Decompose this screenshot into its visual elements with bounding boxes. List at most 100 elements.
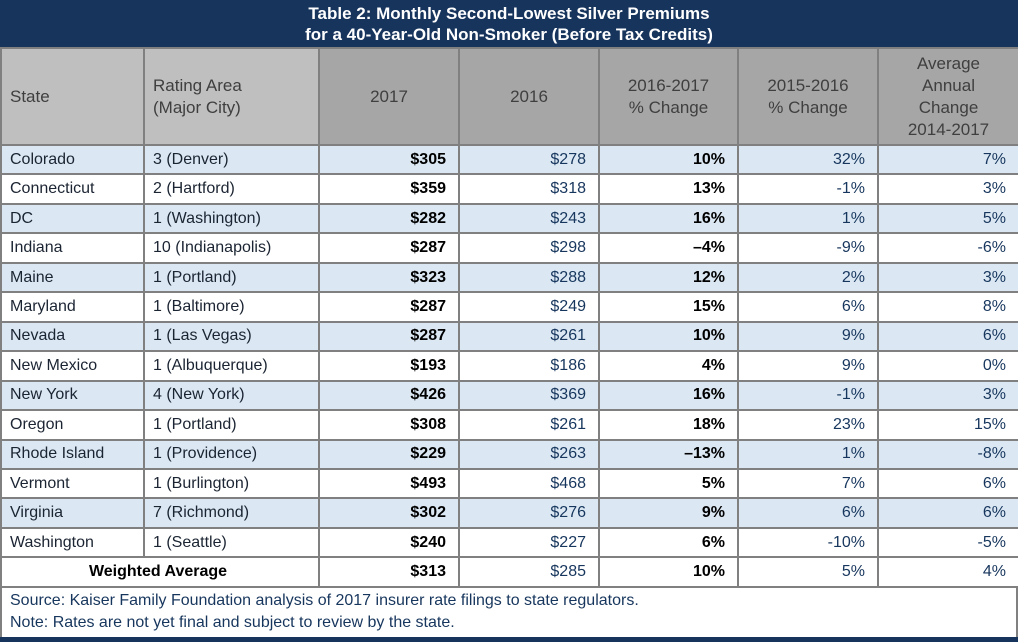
premium-2017-cell: $287 [318,320,460,353]
rates-note: Note: Rates are not yet final and subjec… [10,614,455,631]
table-row-maine: Maine 1 (Portland) $323 $288 12% 2% 3% [0,261,1018,294]
column-header-2016: 2016 [458,47,600,146]
column-header-change-2015-2016: 2015-2016 % Change [737,47,879,146]
rating-area-cell: 1 (Providence) [143,438,320,470]
rating-area-cell: 1 (Burlington) [143,467,320,500]
premium-2017-cell: $193 [318,350,460,382]
silver-premiums-table: State Rating Area (Major City) 2017 2016… [0,47,1018,588]
change-2016-2017-cell: –4% [598,232,739,264]
state-cell: DC [0,202,145,235]
rating-area-header-line-2: (Major City) [153,97,241,117]
premium-2016-cell: $263 [458,438,600,470]
premium-2017-cell: $287 [318,232,460,264]
rating-area-cell: 1 (Portland) [143,409,320,441]
avg-annual-header-line-2: Annual [922,75,975,95]
change-2015-2016-cell: -9% [737,232,879,264]
table-title-line-1: Table 2: Monthly Second-Lowest Silver Pr… [308,4,710,23]
table-row-oregon: Oregon 1 (Portland) $308 $261 18% 23% 15… [0,409,1018,441]
premium-2017-cell: $240 [318,526,460,559]
column-header-change-2016-2017: 2016-2017 % Change [598,47,739,146]
avg-annual-change-cell: 7% [877,143,1018,176]
rating-area-cell: 10 (Indianapolis) [143,232,320,264]
change-2016-2017-cell: 12% [598,261,739,294]
change-2016-2017-cell: –13% [598,438,739,470]
premium-2016-cell: $369 [458,379,600,412]
table-footnotes: Source: Kaiser Family Foundation analysi… [0,588,1018,637]
premium-2016-cell: $288 [458,261,600,294]
column-header-rating-area: Rating Area (Major City) [143,47,320,146]
premium-2017-cell: $287 [318,291,460,323]
premium-2017-cell: $359 [318,173,460,205]
rating-area-cell: 7 (Richmond) [143,497,320,529]
avg-annual-header-line-4: 2014-2017 [907,119,990,139]
column-header-average-annual-change: Average Annual Change 2014-2017 [877,47,1018,146]
change-2015-2016-cell: 1% [737,438,879,470]
header-row: State Rating Area (Major City) 2017 2016… [0,47,1018,146]
change-2015-2016-cell: 9% [737,320,879,353]
table-row-indiana: Indiana 10 (Indianapolis) $287 $298 –4% … [0,232,1018,264]
table-row-vermont: Vermont 1 (Burlington) $493 $468 5% 7% 6… [0,467,1018,500]
change-2015-2016-cell: 2% [737,261,879,294]
source-note: Source: Kaiser Family Foundation analysi… [10,592,639,609]
change-2015-2016-cell: 7% [737,467,879,500]
rating-area-cell: 1 (Washington) [143,202,320,235]
change-2015-2016-cell: 1% [737,202,879,235]
change-2015-2016-cell: -1% [737,173,879,205]
table-row-new-mexico: New Mexico 1 (Albuquerque) $193 $186 4% … [0,350,1018,382]
avg-annual-change-cell: 6% [877,467,1018,500]
change-2016-2017-cell: 9% [598,497,739,529]
avg-annual-change-cell: 3% [877,173,1018,205]
column-header-2017: 2017 [318,47,460,146]
rating-area-cell: 3 (Denver) [143,143,320,176]
state-cell: Maryland [0,291,145,323]
change-2015-2016-header-line-1: 2015-2016 [767,75,849,95]
state-cell: Maine [0,261,145,294]
premium-2017-cell: $305 [318,143,460,176]
bottom-border-bar [0,637,1018,642]
premium-2016-cell: $468 [458,467,600,500]
rating-area-cell: 1 (Albuquerque) [143,350,320,382]
avg-annual-change-cell: 6% [877,497,1018,529]
state-cell: Washington [0,526,145,559]
premium-2017-cell: $323 [318,261,460,294]
premium-2017-cell: $308 [318,409,460,441]
premium-2016-cell: $261 [458,409,600,441]
premium-2016-cell: $285 [458,556,600,588]
state-cell: Rhode Island [0,438,145,470]
state-cell: New York [0,379,145,412]
premium-2017-cell: $493 [318,467,460,500]
avg-annual-change-cell: -6% [877,232,1018,264]
premium-2016-cell: $261 [458,320,600,353]
rating-area-cell: 2 (Hartford) [143,173,320,205]
change-2016-2017-cell: 6% [598,526,739,559]
avg-annual-header-line-1: Average [916,53,980,73]
change-2015-2016-cell: 32% [737,143,879,176]
rating-area-cell: 1 (Portland) [143,261,320,294]
state-cell: Nevada [0,320,145,353]
avg-annual-change-cell: 0% [877,350,1018,382]
change-2015-2016-cell: 9% [737,350,879,382]
avg-annual-change-cell: 5% [877,202,1018,235]
change-2016-2017-header-line-2: % Change [628,97,709,117]
state-cell: New Mexico [0,350,145,382]
avg-annual-change-cell: -8% [877,438,1018,470]
premium-2016-cell: $278 [458,143,600,176]
avg-annual-change-cell: 8% [877,291,1018,323]
premium-2016-cell: $186 [458,350,600,382]
change-2016-2017-header-line-1: 2016-2017 [627,75,710,95]
premium-2017-cell: $282 [318,202,460,235]
premium-2017-cell: $229 [318,438,460,470]
change-2016-2017-cell: 5% [598,467,739,500]
premium-2016-cell: $276 [458,497,600,529]
rating-area-header-line-1: Rating Area [153,75,242,95]
avg-annual-change-cell: 3% [877,261,1018,294]
change-2015-2016-cell: 6% [737,497,879,529]
table-row-maryland: Maryland 1 (Baltimore) $287 $249 15% 6% … [0,291,1018,323]
weighted-average-label: Weighted Average [0,556,320,588]
rating-area-cell: 1 (Seattle) [143,526,320,559]
change-2016-2017-cell: 18% [598,409,739,441]
change-2015-2016-header-line-2: % Change [768,97,848,117]
change-2016-2017-cell: 13% [598,173,739,205]
change-2016-2017-cell: 10% [598,143,739,176]
change-2015-2016-cell: 6% [737,291,879,323]
